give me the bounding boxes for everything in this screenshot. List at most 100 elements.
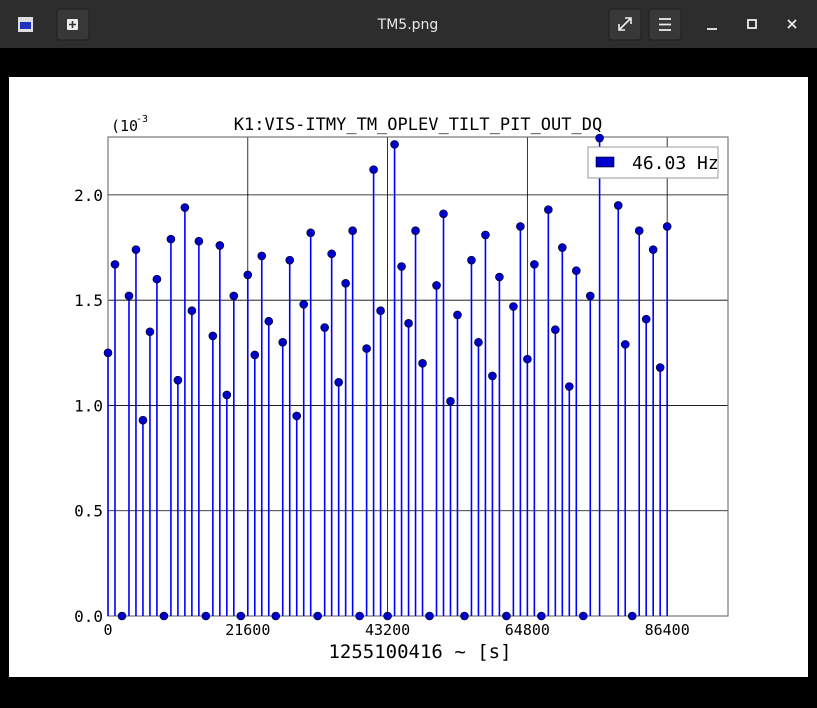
marker [648, 245, 658, 254]
x-tick-label: 21600 [225, 621, 270, 639]
marker [467, 255, 476, 265]
marker [229, 291, 239, 301]
marker [411, 226, 420, 235]
scale-exponent: -3 [136, 114, 148, 125]
new-button[interactable] [56, 8, 90, 41]
marker [509, 302, 518, 311]
marker [613, 201, 623, 210]
marker [341, 279, 350, 288]
marker [166, 234, 176, 244]
marker [544, 205, 553, 214]
marker [460, 611, 469, 621]
marker [655, 363, 665, 372]
marker [124, 291, 134, 301]
marker [369, 165, 378, 174]
marker [264, 316, 274, 326]
marker [306, 228, 315, 238]
marker [250, 350, 260, 360]
marker [208, 331, 218, 341]
marker [138, 415, 148, 425]
y-tick-label: 1.0 [74, 396, 103, 415]
marker [418, 359, 427, 368]
marker [103, 348, 113, 358]
marker [152, 274, 162, 284]
marker [495, 272, 504, 282]
marker [620, 340, 630, 349]
y-tick-label: 0.5 [74, 502, 103, 521]
marker [355, 611, 364, 621]
marker [595, 133, 604, 143]
marker [502, 611, 511, 621]
scale-prefix: (10 [111, 117, 138, 135]
y-tick-label: 0.0 [74, 607, 103, 626]
marker [201, 611, 211, 621]
marker [257, 251, 267, 261]
marker [634, 226, 644, 235]
marker [558, 243, 567, 252]
marker [285, 255, 295, 265]
marker [299, 300, 309, 309]
x-tick-label: 86400 [645, 621, 690, 639]
marker [481, 230, 490, 240]
app-icon[interactable] [18, 17, 33, 32]
x-tick-label: 43200 [365, 621, 410, 639]
marker [516, 222, 525, 231]
y-tick-label: 2.0 [74, 186, 103, 205]
marker [439, 209, 448, 219]
x-tick-label: 64800 [505, 621, 550, 639]
marker [488, 371, 497, 381]
marker [523, 354, 532, 364]
marker [578, 611, 588, 621]
marker [585, 291, 595, 301]
legend-swatch [595, 156, 615, 168]
marker [110, 260, 120, 269]
marker [159, 611, 169, 621]
marker [320, 323, 329, 332]
marker [390, 140, 399, 149]
marker [565, 382, 574, 391]
marker [327, 249, 336, 259]
marker [271, 611, 281, 621]
marker [404, 319, 413, 328]
marker [278, 337, 288, 347]
marker [187, 306, 197, 316]
x-axis-label: 1255100416 ~ [s] [328, 641, 511, 663]
marker [173, 375, 183, 385]
legend-label: 46.03 Hz [632, 153, 719, 174]
marker [474, 337, 483, 347]
marker [222, 390, 232, 400]
marker [292, 411, 302, 421]
close-button[interactable] [787, 19, 797, 29]
marker [446, 396, 455, 406]
marker [180, 203, 190, 212]
window-title: TM5.png [377, 17, 439, 33]
marker [425, 611, 434, 621]
chart: 0.0 0.5 1.0 1.5 2.0 0 21600 43200 64800 86400 K1:V… [74, 114, 729, 663]
menu-button[interactable] [648, 8, 682, 41]
marker [432, 281, 441, 290]
marker [662, 222, 672, 231]
y-tick-label: 1.5 [74, 291, 103, 310]
chart-title: K1:VIS-ITMY_TM_OPLEV_TILT_PIT_OUT_DQ [234, 115, 602, 135]
marker [131, 245, 141, 254]
marker [627, 611, 637, 621]
marker [145, 327, 155, 337]
fullscreen-button[interactable] [608, 8, 642, 41]
marker [362, 344, 371, 353]
marker [537, 611, 546, 621]
marker [215, 241, 225, 250]
marker [383, 611, 392, 621]
maximize-button[interactable] [747, 19, 757, 29]
marker [243, 270, 253, 280]
marker [530, 260, 539, 269]
marker [194, 236, 204, 246]
marker [334, 377, 343, 387]
marker [453, 310, 462, 320]
marker [117, 611, 127, 621]
marker [313, 611, 322, 621]
marker [236, 611, 246, 621]
x-tick-label: 0 [103, 621, 112, 639]
marker [376, 306, 385, 316]
